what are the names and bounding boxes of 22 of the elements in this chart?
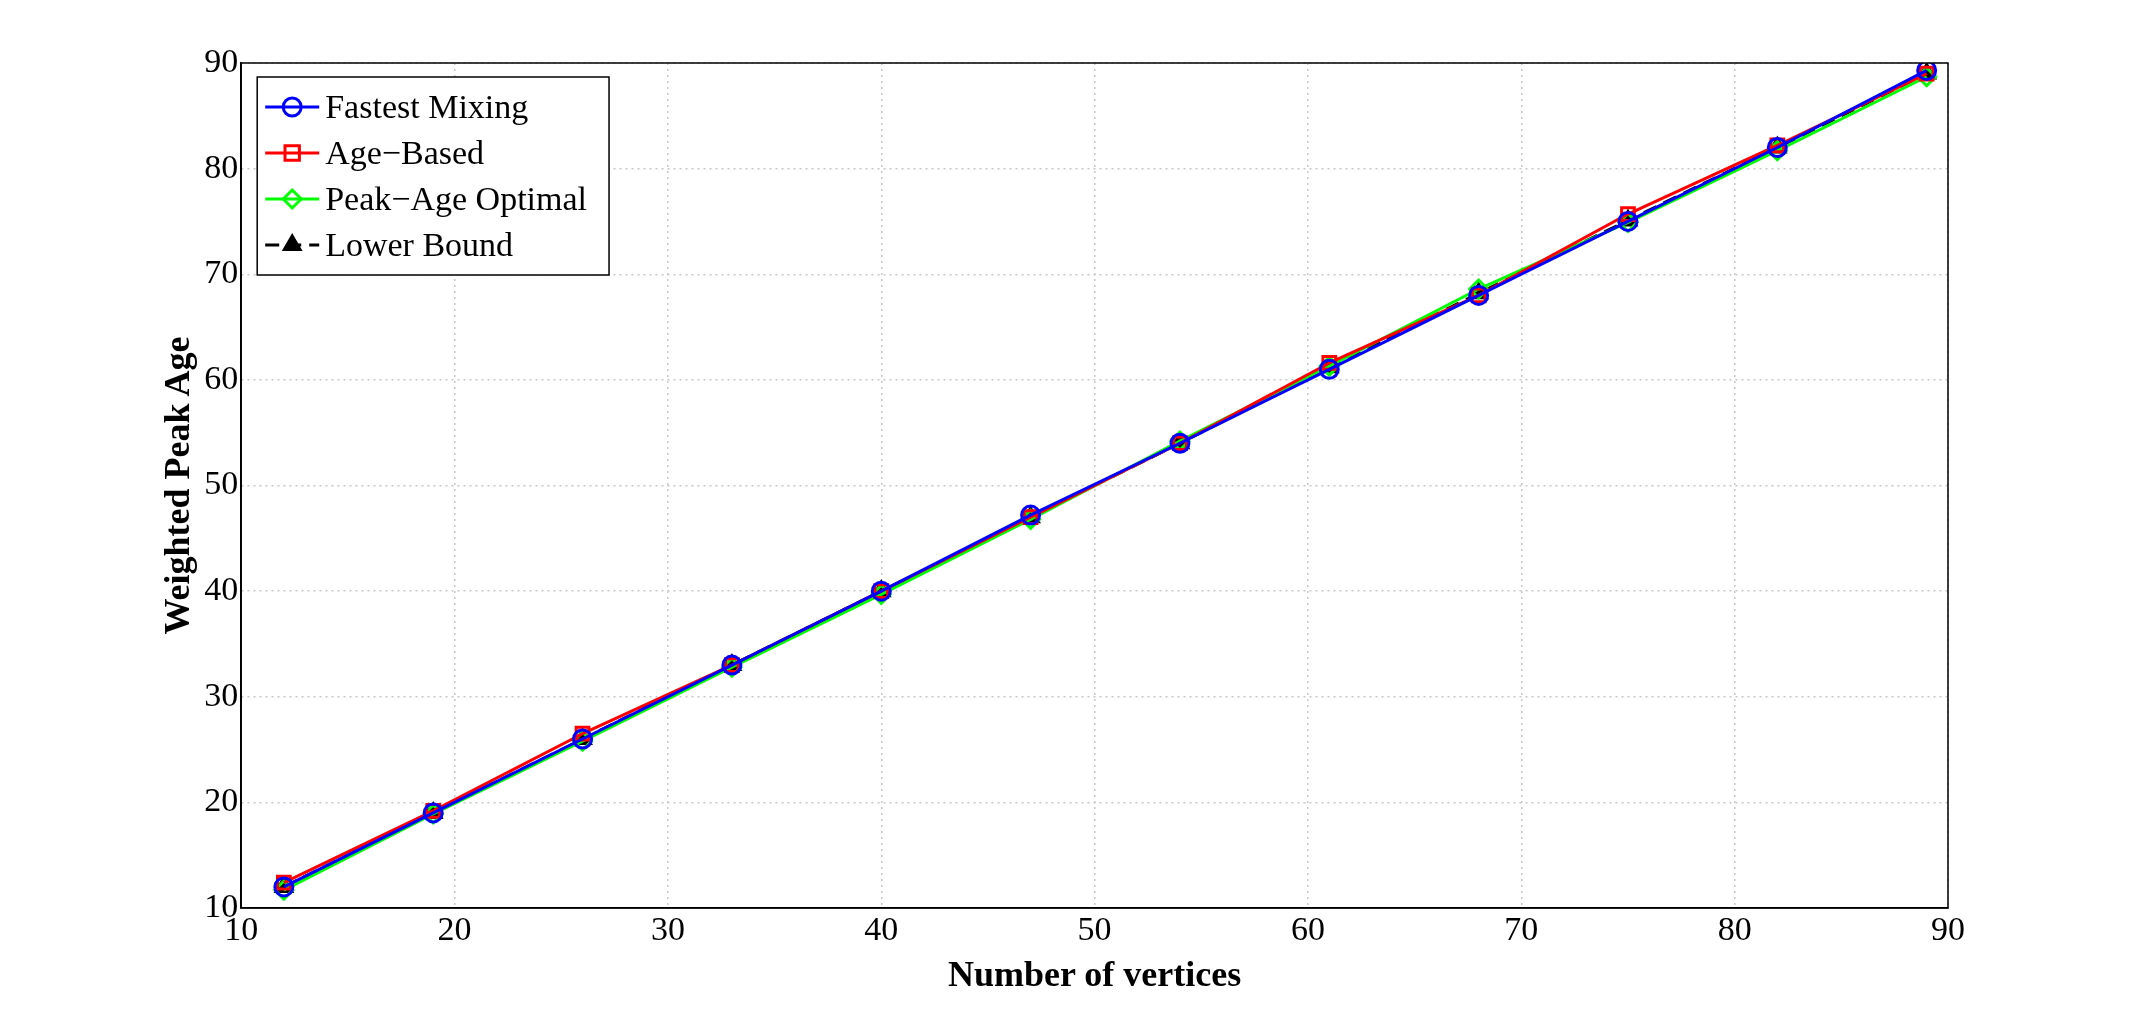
- x-tick-label: 80: [1717, 910, 1752, 948]
- y-tick-label: 80: [204, 147, 239, 185]
- y-tick-label: 90: [204, 41, 239, 79]
- x-tick-label: 20: [437, 910, 472, 948]
- y-axis-title: Weighted Peak Age: [156, 336, 197, 635]
- y-tick-label: 60: [204, 358, 239, 396]
- x-tick-label: 50: [1077, 910, 1112, 948]
- y-tick-label: 30: [204, 675, 239, 713]
- legend-label: Age−Based: [325, 133, 485, 171]
- y-tick-label: 50: [204, 464, 239, 502]
- legend-label: Lower Bound: [325, 225, 514, 263]
- x-axis-title: Number of vertices: [947, 953, 1242, 994]
- y-tick-label: 20: [204, 781, 239, 819]
- x-tick-label: 60: [1290, 910, 1325, 948]
- x-tick-label: 30: [650, 910, 685, 948]
- y-tick-label: 70: [204, 253, 239, 291]
- y-tick-label: 40: [204, 570, 239, 608]
- legend-label: Fastest Mixing: [325, 87, 529, 125]
- x-tick-label: 40: [864, 910, 899, 948]
- x-tick-label: 70: [1504, 910, 1539, 948]
- x-tick-label: 90: [1931, 910, 1965, 948]
- legend-label: Peak−Age Optimal: [325, 179, 588, 217]
